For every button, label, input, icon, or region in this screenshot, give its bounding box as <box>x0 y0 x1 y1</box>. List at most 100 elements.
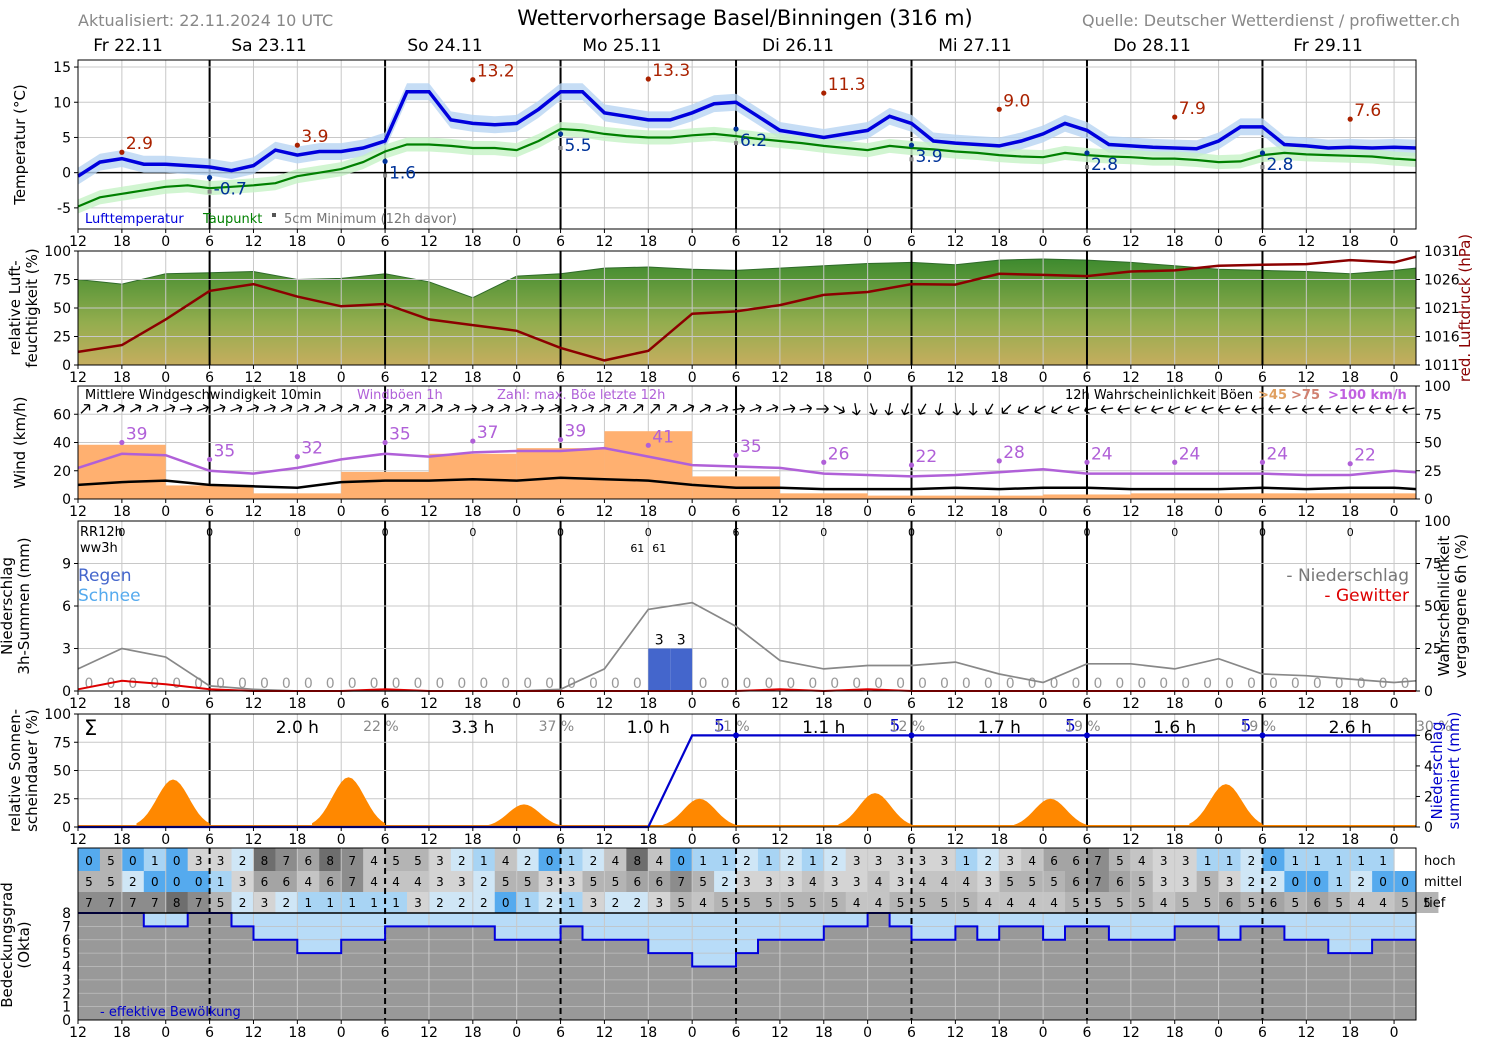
sun-ytick-label: 75 <box>53 735 71 751</box>
wind-direction-arrow <box>1201 405 1214 414</box>
prec-tick-label: 0 <box>1039 696 1048 712</box>
cloud-value-mittel: 5 <box>612 875 620 889</box>
cloud-value-hoch: 2 <box>590 854 598 868</box>
daily-sunshine-hours: 1.7 h <box>978 718 1021 738</box>
cloud-cell-mittel <box>209 871 233 892</box>
max-gust-marker <box>733 452 739 458</box>
rain-zero-label: 0 <box>1357 676 1366 692</box>
wind-tick-label: 18 <box>1166 504 1184 520</box>
cloud-tick-label: 12 <box>420 1025 438 1041</box>
hum-tick-label: 0 <box>1039 370 1048 386</box>
wind-direction-arrow <box>934 402 944 416</box>
cloud-value-tief: 3 <box>590 896 598 910</box>
cloud-value-mittel: 6 <box>1072 875 1080 889</box>
prec-tick-label: 0 <box>863 696 872 712</box>
day-label: So 24.11 <box>407 36 483 56</box>
hum-tick-label: 6 <box>205 370 214 386</box>
sun-tick-label: 18 <box>113 832 131 848</box>
cloud-value-tief: 2 <box>634 896 642 910</box>
cloud-cell-hoch <box>253 848 276 871</box>
sun-tick-label: 6 <box>1083 832 1092 848</box>
cloud-value-tief: 4 <box>699 896 707 910</box>
max-temp-label: 3.9 <box>301 127 328 147</box>
cloud-cell-tief <box>801 892 825 913</box>
cloud-cell-mittel <box>801 871 825 892</box>
wind-direction-arrow <box>196 403 209 413</box>
wind-direction-arrow <box>531 404 545 413</box>
temp-tick-label: 0 <box>337 234 346 250</box>
temp-ytick-label: 0 <box>62 166 71 182</box>
cloud-cell-hoch <box>1108 848 1132 871</box>
cloud-value-mittel: 6 <box>1116 875 1124 889</box>
wind-tick-label: 0 <box>337 504 346 520</box>
cloud-tick-label: 12 <box>1297 1025 1315 1041</box>
cloud-ytick-label: 5 <box>62 946 71 962</box>
wind-arrow-shape <box>263 403 276 413</box>
gust-probability-bar <box>955 495 1044 499</box>
cloud-cell-hoch <box>121 848 145 871</box>
wind-arrow-shape <box>1017 405 1029 415</box>
cloud-row-label: mittel <box>1424 875 1462 890</box>
hum-tick-label: 18 <box>1166 370 1184 386</box>
wind-arrow-shape <box>984 403 994 415</box>
wind-tick-label: 0 <box>1039 504 1048 520</box>
humidity-axis-label-line: relative Luft- <box>6 260 24 355</box>
cloud-cell-hoch <box>319 848 342 871</box>
cloud-value-tief: 2 <box>436 896 444 910</box>
cloud-value-hoch: 6 <box>1072 854 1080 868</box>
min-temp-marker <box>207 174 213 181</box>
cloud-tick-label: 18 <box>1166 1025 1184 1041</box>
wind-arrow-shape <box>96 403 108 413</box>
cloud-value-tief: 5 <box>831 896 839 910</box>
cloud-cell-hoch <box>779 848 803 871</box>
prec-tick-label: 6 <box>205 696 214 712</box>
rain-zero-label: 0 <box>1313 676 1322 692</box>
prec-y2tick-label: 100 <box>1424 514 1451 530</box>
cloud-cell-hoch <box>736 848 759 871</box>
wind-tick-label: 6 <box>381 504 390 520</box>
precip-probability-axis-label-line: Wahrscheinlichkeit <box>1435 536 1453 677</box>
rr12h-value: 0 <box>1259 526 1266 539</box>
cloud-value-mittel: 5 <box>699 875 707 889</box>
wind-direction-arrow <box>716 403 729 413</box>
wind-tick-label: 18 <box>990 504 1008 520</box>
cloud-tick-label: 0 <box>1214 1025 1223 1041</box>
wind-arrow-shape <box>1151 405 1164 414</box>
max-gust-label: 24 <box>1091 444 1113 464</box>
sun-tick-label: 18 <box>1166 832 1184 848</box>
cloud-value-tief: 5 <box>1292 896 1300 910</box>
wind-arrow-shape <box>1402 405 1415 414</box>
rain-bar <box>670 648 693 691</box>
rain-zero-label: 0 <box>611 676 620 692</box>
cloud-value-tief: 1 <box>326 896 334 910</box>
wind-direction-arrow <box>1251 405 1264 414</box>
max-temp-label: 13.3 <box>652 61 690 81</box>
max-gust-marker <box>821 459 827 465</box>
rain-zero-label: 0 <box>435 676 444 692</box>
cloud-cell-hoch <box>1043 848 1066 871</box>
cloud-cell-tief <box>867 892 891 913</box>
cloud-tick-label: 18 <box>639 1025 657 1041</box>
cloud-value-mittel: 4 <box>414 875 422 889</box>
wind-tick-label: 18 <box>815 504 833 520</box>
max-gust-label: 39 <box>126 425 148 445</box>
rain-bar <box>648 648 671 691</box>
wind-arrow-shape <box>884 402 894 416</box>
cloud-cell-mittel <box>428 871 452 892</box>
wind-direction-arrow <box>1268 404 1281 414</box>
wind-direction-arrow <box>968 403 978 416</box>
cloud-cell-hoch <box>1086 848 1110 871</box>
cloud-cell-hoch <box>757 848 781 871</box>
cloud-tick-label: 18 <box>990 1025 1008 1041</box>
temp-frame <box>77 59 1417 230</box>
max-temp-marker <box>470 77 476 83</box>
rain-zero-label: 0 <box>699 676 708 692</box>
wind-tick-label: 12 <box>1297 504 1315 520</box>
wind-arrow-shape <box>1301 405 1315 414</box>
wind-arrow-shape <box>280 403 293 413</box>
wind-arrow-shape <box>1251 405 1264 414</box>
wind-direction-arrow <box>699 403 711 413</box>
cloud-value-mittel: 6 <box>655 875 663 889</box>
cloud-tick-label: 18 <box>113 1025 131 1041</box>
